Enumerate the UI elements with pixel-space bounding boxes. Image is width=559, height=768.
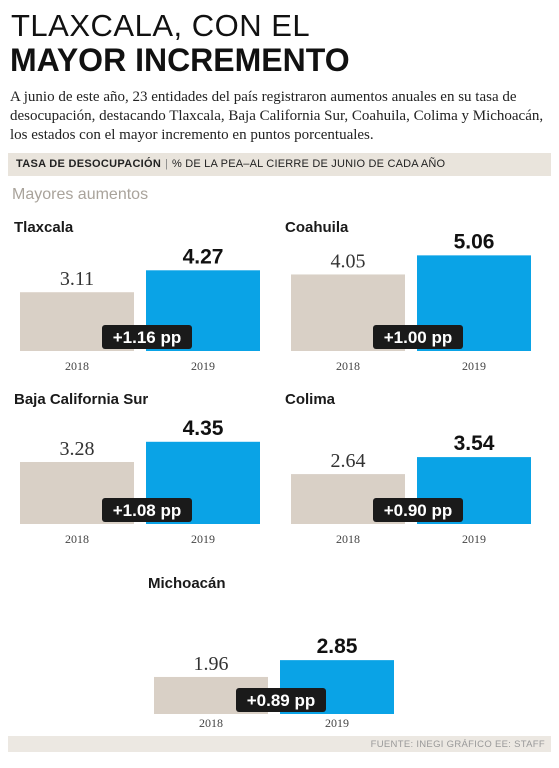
year-label-2018-coahuila: 2018 [336,359,360,373]
chart-header-title: TASA DE DESOCUPACIÓN [16,158,162,170]
year-label-2019-baja-california-sur: 2019 [191,532,215,546]
year-label-2018-baja-california-sur: 2018 [65,532,89,546]
chart-header-subtitle: % DE LA PEA–AL CIERRE DE JUNIO DE CADA A… [172,158,446,170]
value-label-2018-michoacan: 1.96 [194,653,229,675]
chart-header-bar: TASA DE DESOCUPACIÓN | % DE LA PEA–AL CIER… [8,153,551,176]
difference-label-michoacan: +0.89 pp [247,691,316,710]
footer-bar [8,736,551,752]
state-name-colima: Colima [285,391,336,408]
difference-badge-colima [373,498,463,522]
year-label-2018-colima: 2018 [336,532,360,546]
year-label-2018-michoacan: 2018 [199,716,223,730]
year-label-2018-tlaxcala: 2018 [65,359,89,373]
difference-badge-coahuila [373,325,463,349]
state-name-michoacan: Michoacán [148,575,226,592]
value-label-2018-tlaxcala: 3.11 [60,268,94,290]
value-label-2019-coahuila: 5.06 [454,230,495,253]
year-label-2019-colima: 2019 [462,532,486,546]
difference-label-baja-california-sur: +1.08 pp [113,501,182,520]
chart-header-divider: | [165,158,168,170]
state-name-coahuila: Coahuila [285,219,349,236]
value-label-2019-tlaxcala: 4.27 [183,245,224,268]
section-label: Mayores aumentos [12,186,149,203]
difference-label-tlaxcala: +1.16 pp [113,328,182,347]
difference-badge-tlaxcala [102,325,192,349]
value-label-2018-colima: 2.64 [331,450,366,472]
difference-badge-michoacan [236,688,326,712]
year-label-2019-michoacan: 2019 [325,716,349,730]
year-label-2019-coahuila: 2019 [462,359,486,373]
page-title-line1: TLAXCALA, CON EL [11,8,311,43]
difference-badge-baja-california-sur [102,498,192,522]
value-label-2018-baja-california-sur: 3.28 [60,438,95,460]
value-label-2018-coahuila: 4.05 [331,250,366,272]
footer-source: FUENTE: INEGI GRÁFICO EE: STAFF [370,739,545,750]
intro-paragraph: A junio de este año, 23 entidades del pa… [10,89,544,143]
state-name-baja-california-sur: Baja California Sur [14,391,148,408]
value-label-2019-baja-california-sur: 4.35 [183,417,224,440]
year-label-2019-tlaxcala: 2019 [191,359,215,373]
value-label-2019-colima: 3.54 [454,432,495,455]
page-title-line2: MAYOR INCREMENTO [10,42,350,78]
state-name-tlaxcala: Tlaxcala [14,219,74,236]
difference-label-coahuila: +1.00 pp [384,328,453,347]
value-label-2019-michoacan: 2.85 [317,635,358,658]
difference-label-colima: +0.90 pp [384,501,453,520]
